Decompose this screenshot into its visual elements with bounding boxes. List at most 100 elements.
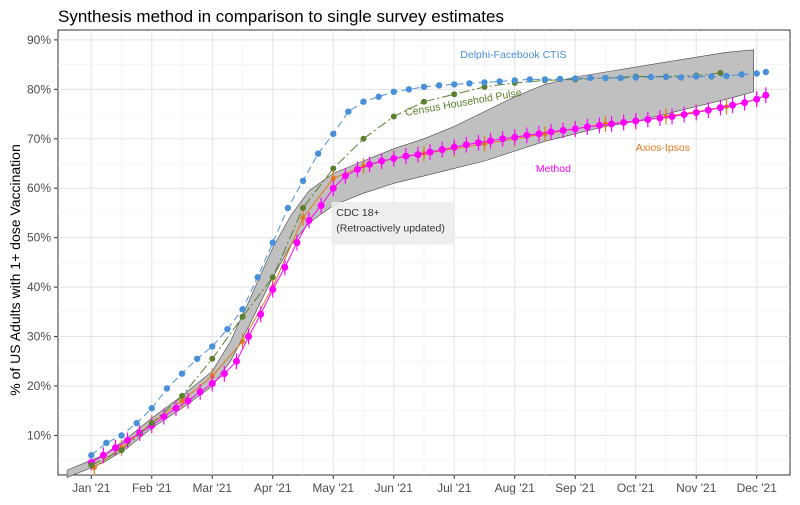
delphi-facebook-ctis-point [193,355,201,363]
method-point [487,137,495,145]
census-household-pulse-point [88,462,95,469]
method-point [160,413,168,421]
delphi-facebook-ctis-point [330,130,337,138]
x-tick-label: Oct '21 [617,481,655,495]
census-household-pulse-point [481,83,488,90]
census-household-pulse-point [239,313,246,320]
x-tick-label: Jul '21 [437,481,472,495]
method-point [571,125,579,133]
cdc-label-box [331,202,455,245]
y-tick-label: 50% [27,231,51,245]
method-point [366,160,374,168]
delphi-facebook-ctis-point [496,78,503,85]
method-point [136,429,144,437]
x-tick-label: Mar '21 [192,481,232,495]
delphi-facebook-ctis-point [435,82,443,89]
method-point [184,397,192,405]
y-axis-label: % of US Adults with 1+ dose Vaccination [7,144,23,396]
delphi-facebook-ctis-point [345,108,352,115]
delphi-facebook-ctis-point [693,73,700,80]
delphi-facebook-ctis-line [90,71,766,456]
annotation-cdc2: (Retroactively updated) [336,223,445,235]
method-point [680,111,688,119]
x-tick-label: Dec '21 [737,481,778,495]
x-tick-label: Apr '21 [254,481,292,495]
axios-ipsos-point [179,398,185,404]
y-tick-label: 90% [27,33,51,47]
method-point [535,130,543,138]
delphi-facebook-ctis-point [420,83,428,91]
method-point [111,444,119,452]
method-point [692,109,700,117]
method-point [729,101,737,109]
axios-ipsos-point [240,339,246,344]
delphi-facebook-ctis-point [602,74,609,82]
census-household-pulse-point [330,165,337,172]
census-household-pulse-point [451,91,458,98]
method-point [547,128,555,136]
delphi-facebook-ctis-point [662,73,670,81]
axios-ipsos-point [481,141,487,147]
delphi-facebook-ctis-point [511,77,518,84]
method-point [704,106,712,114]
delphi-facebook-ctis-point [738,71,745,78]
delphi-facebook-ctis-point [762,68,770,76]
annotation-axios: Axios-Ipsos [636,142,690,154]
method-point [305,216,313,224]
method-point [269,286,277,294]
method-point [353,165,361,173]
method-point [329,184,337,192]
method-point [341,172,349,180]
axios-ipsos-point [300,215,306,221]
method-point [523,131,531,139]
delphi-facebook-ctis-point [209,343,216,350]
method-point [499,135,507,143]
census-household-pulse-point [118,447,125,454]
delphi-facebook-ctis-point [299,177,307,185]
delphi-facebook-ctis-point [405,86,413,93]
method-point [208,380,216,388]
delphi-facebook-ctis-point [360,98,367,105]
y-tick-label: 40% [27,280,51,294]
delphi-facebook-ctis-point [587,74,594,82]
method-point [762,91,770,99]
delphi-facebook-ctis-point [88,452,95,459]
axios-ipsos-point [330,175,336,181]
census-household-pulse-point [179,392,186,399]
method-point [281,263,289,271]
census-household-pulse-point [269,274,276,281]
census-household-pulse-point [148,420,155,427]
x-tick-label: Nov '21 [676,481,717,495]
census-household-pulse-point [209,355,216,362]
x-tick-label: Feb '21 [132,481,172,495]
method-point [438,146,446,154]
method-point [124,436,132,444]
method-point [293,239,301,247]
x-tick-label: May '21 [312,481,354,495]
method-point [608,120,616,128]
annotation-cdc1: CDC 18+ [336,207,379,219]
delphi-facebook-ctis-point [133,419,140,427]
delphi-facebook-ctis-point [677,74,685,81]
census-household-pulse-point [300,205,307,211]
delphi-facebook-ctis-point [269,239,276,246]
method-point [644,115,652,123]
method-point [172,404,180,412]
delphi-facebook-ctis-point [466,80,473,87]
delphi-facebook-ctis-point [224,325,231,333]
y-tick-label: 70% [27,132,51,146]
delphi-facebook-ctis-point [118,432,125,439]
delphi-facebook-ctis-point [390,88,397,96]
delphi-facebook-ctis-point [647,73,655,81]
y-tick-label: 60% [27,181,51,195]
delphi-facebook-ctis-point [541,76,549,83]
method-point [402,152,410,160]
method-point [426,148,434,156]
method-point [632,117,640,125]
method-point [511,133,519,141]
method-point [257,310,265,318]
delphi-facebook-ctis-point [254,274,261,281]
method-point [595,121,603,129]
